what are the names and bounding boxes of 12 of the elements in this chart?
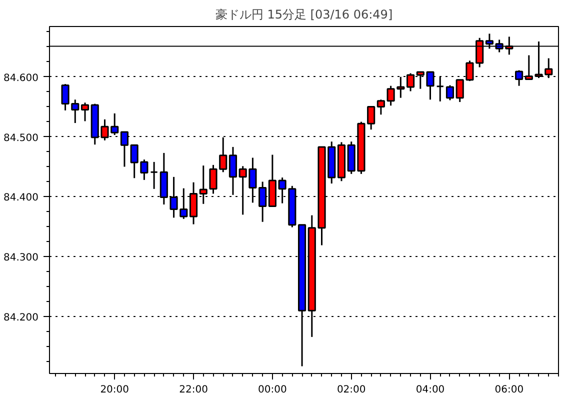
y-tick-label: 84.600	[4, 72, 39, 84]
chart-title: 豪ドル円 15分足 [03/16 06:49]	[215, 8, 393, 22]
y-tick-label: 84.400	[4, 192, 39, 204]
y-tick-label: 84.200	[4, 312, 39, 324]
x-tick-label: 02:00	[336, 384, 366, 396]
x-tick-label: 20:00	[100, 384, 130, 396]
y-tick-label: 84.300	[4, 252, 39, 264]
x-tick-label: 06:00	[494, 384, 524, 396]
y-tick-label: 84.500	[4, 132, 39, 144]
x-tick-label: 00:00	[258, 384, 287, 396]
x-tick-label: 22:00	[179, 384, 208, 396]
x-tick-label: 04:00	[416, 384, 445, 396]
